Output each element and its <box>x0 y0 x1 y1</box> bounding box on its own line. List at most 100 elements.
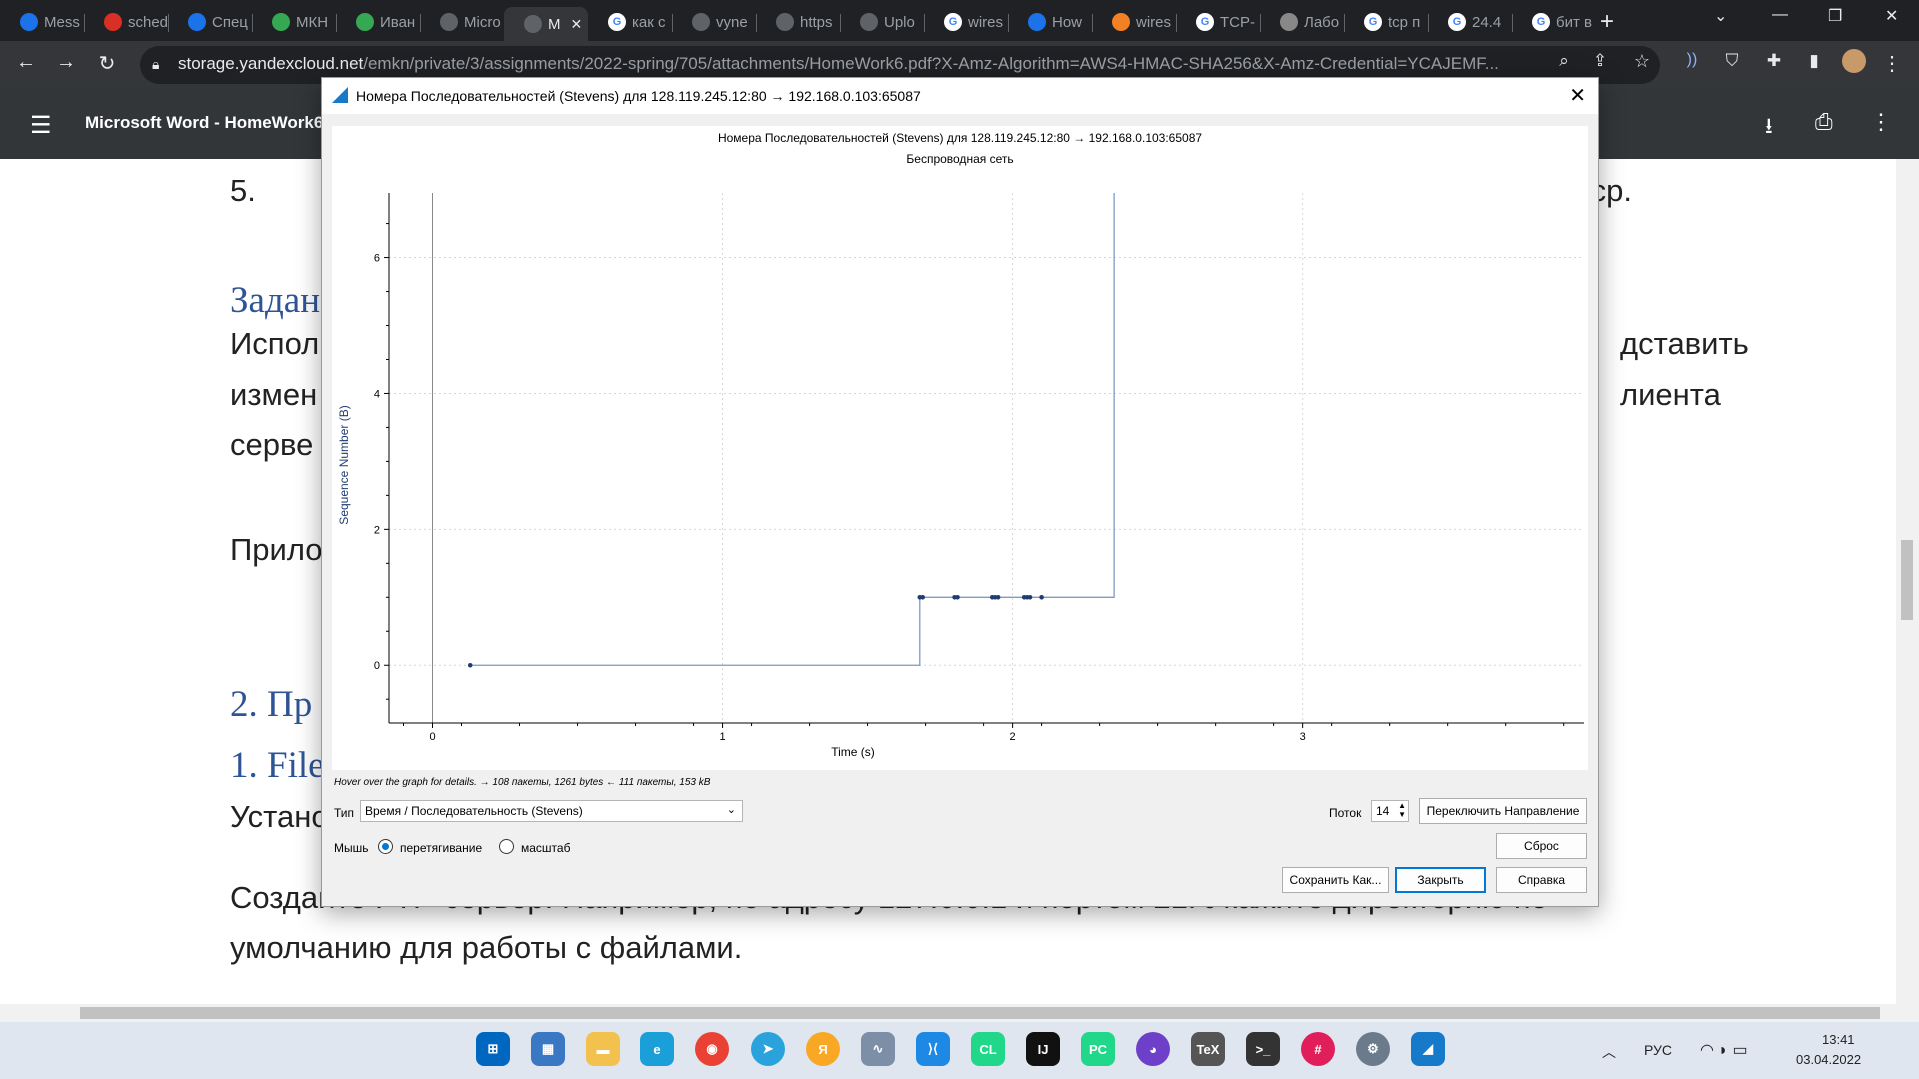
pdf-more-icon[interactable]: ⋮ <box>1870 109 1892 134</box>
browser-tab[interactable]: Спец <box>168 7 252 37</box>
minimize-icon[interactable]: — <box>1772 6 1788 23</box>
browser-tab[interactable]: wires <box>1092 7 1176 37</box>
clion-icon[interactable]: CL <box>971 1032 1005 1066</box>
tab-close-icon[interactable]: ✕ <box>570 15 583 32</box>
spin-arrows-icon[interactable]: ▲ ▼ <box>1398 801 1406 819</box>
clock-time[interactable]: 13:41 <box>1822 1032 1855 1047</box>
browser-tab-label: How <box>1052 13 1083 31</box>
zoom-radio[interactable] <box>499 839 514 854</box>
new-tab-button[interactable]: + <box>1600 8 1615 35</box>
browser-tab[interactable]: sched <box>84 7 168 37</box>
segment-point <box>995 594 1001 600</box>
window-close-icon[interactable]: ✕ <box>1885 8 1899 25</box>
type-select[interactable]: Время / Последовательность (Stevens) ⌄ <box>360 800 743 822</box>
settings-icon[interactable]: ⚙ <box>1356 1032 1390 1066</box>
wireshark-fin-icon <box>332 87 348 103</box>
wireshark-icon[interactable]: ◢ <box>1411 1032 1445 1066</box>
browser-tab[interactable]: Иван <box>336 7 420 37</box>
horizontal-scroll-thumb[interactable] <box>80 1007 1880 1019</box>
browser-tab[interactable]: МКН <box>252 7 336 37</box>
stream-spinbox[interactable]: 14 ▲ ▼ <box>1371 800 1409 822</box>
folder-icon[interactable]: ▬ <box>586 1032 620 1066</box>
pdf-text-line: Устано <box>230 799 329 834</box>
start-icon[interactable]: ⊞ <box>476 1032 510 1066</box>
hover-hint: Hover over the graph for details. → 108 … <box>334 777 711 788</box>
browser-tab[interactable]: Uplo <box>840 7 924 37</box>
tab-separator <box>924 14 925 32</box>
browser-tab[interactable]: Mess <box>0 7 84 37</box>
pdf-text-line: Задан <box>230 280 321 321</box>
tray-chevron-icon[interactable]: ︿ <box>1602 1044 1616 1060</box>
pdf-menu-icon[interactable]: ☰ <box>30 112 52 139</box>
slack-icon[interactable]: # <box>1301 1032 1335 1066</box>
yandex-icon[interactable]: Я <box>806 1032 840 1066</box>
reload-icon[interactable]: ↻ <box>98 53 116 75</box>
pycharm-icon[interactable]: PC <box>1081 1032 1115 1066</box>
language-indicator[interactable]: РУС <box>1644 1042 1673 1058</box>
segment-point <box>955 594 960 600</box>
sidepanel-icon[interactable]: ▮ <box>1809 51 1819 70</box>
browser-tab-label: Mess <box>44 13 80 31</box>
pdf-text-line: дставить <box>1620 326 1749 361</box>
menu-icon[interactable]: ⋮ <box>1882 53 1902 75</box>
tab-separator <box>672 14 673 32</box>
tab-search-icon[interactable]: ⌄ <box>1714 8 1728 25</box>
browser-tab[interactable]: How <box>1008 7 1092 37</box>
edge-icon[interactable]: e <box>640 1032 674 1066</box>
restore-icon[interactable]: ❐ <box>1828 8 1843 25</box>
plot-area[interactable]: Номера Последовательностей (Stevens) для… <box>332 126 1588 770</box>
tex-icon[interactable]: TeX <box>1191 1032 1225 1066</box>
intellij-icon[interactable]: IJ <box>1026 1032 1060 1066</box>
tab-separator <box>756 14 757 32</box>
tab-separator <box>168 14 169 32</box>
vscode-icon[interactable]: ⟩⟨ <box>916 1032 950 1066</box>
chart-title: Номера Последовательностей (Stevens) для… <box>718 131 1202 145</box>
zoom-icon[interactable]: ⌕ <box>1559 51 1569 70</box>
browser-tab[interactable]: G 24.4 <box>1428 7 1512 37</box>
zoom-label: масштаб <box>521 841 571 855</box>
terminal-icon[interactable]: >_ <box>1246 1032 1280 1066</box>
back-icon[interactable]: ← <box>16 51 36 73</box>
clock-date[interactable]: 03.04.2022 <box>1796 1052 1862 1067</box>
tab-separator <box>336 14 337 32</box>
reset-button[interactable]: Сброс <box>1496 833 1587 859</box>
browser-tab-label: 24.4 <box>1472 13 1502 31</box>
browser-tab[interactable]: Лабо <box>1260 7 1344 37</box>
save-as-button[interactable]: Сохранить Как... <box>1282 867 1389 893</box>
avatar[interactable] <box>1840 49 1868 79</box>
tab-separator <box>1176 14 1177 32</box>
telegram-icon[interactable]: ➤ <box>751 1032 785 1066</box>
browser-tab[interactable]: M ✕ <box>504 7 588 41</box>
switch-direction-button[interactable]: Переключить Направление <box>1419 798 1587 824</box>
vertical-scroll-thumb[interactable] <box>1901 540 1913 620</box>
stevens-graph[interactable]: Номера Последовательностей (Stevens) для… <box>332 126 1588 770</box>
forward-icon[interactable]: → <box>56 51 76 73</box>
download-icon[interactable]: ⭳ <box>1765 113 1773 138</box>
browser-tab[interactable]: https <box>756 7 840 37</box>
calendar-icon[interactable]: ▦ <box>531 1032 565 1066</box>
monitor-icon[interactable]: ∿ <box>861 1032 895 1066</box>
shield-icon[interactable]: ⛉ <box>1725 51 1739 70</box>
browser-tab[interactable]: Micro <box>420 7 504 37</box>
extension-icon[interactable]: )) <box>1686 51 1698 68</box>
share-icon[interactable]: ⇪ <box>1592 51 1608 70</box>
browser-tab[interactable]: vyne <box>672 7 756 37</box>
drag-radio[interactable] <box>378 839 393 854</box>
puzzle-icon[interactable]: ✚ <box>1766 51 1782 70</box>
github-icon[interactable]: ◕ <box>1136 1032 1170 1066</box>
close-button[interactable]: Закрыть <box>1395 867 1486 893</box>
print-icon[interactable]: ⎙ <box>1815 109 1833 134</box>
help-button[interactable]: Справка <box>1496 867 1587 893</box>
dialog-close-icon[interactable]: ✕ <box>1569 85 1586 107</box>
browser-tab[interactable]: G TCP- <box>1176 7 1260 37</box>
wifi-icon[interactable]: ◠ ◗ ▭ <box>1700 1042 1748 1059</box>
bookmark-star-icon[interactable]: ☆ <box>1633 51 1651 71</box>
y-tick-label: 2 <box>374 524 380 536</box>
chrome-icon[interactable]: ◉ <box>695 1032 729 1066</box>
browser-tab-label: https <box>800 13 833 31</box>
url-text[interactable]: storage.yandexcloud.net/emkn/private/3/a… <box>178 54 1499 73</box>
